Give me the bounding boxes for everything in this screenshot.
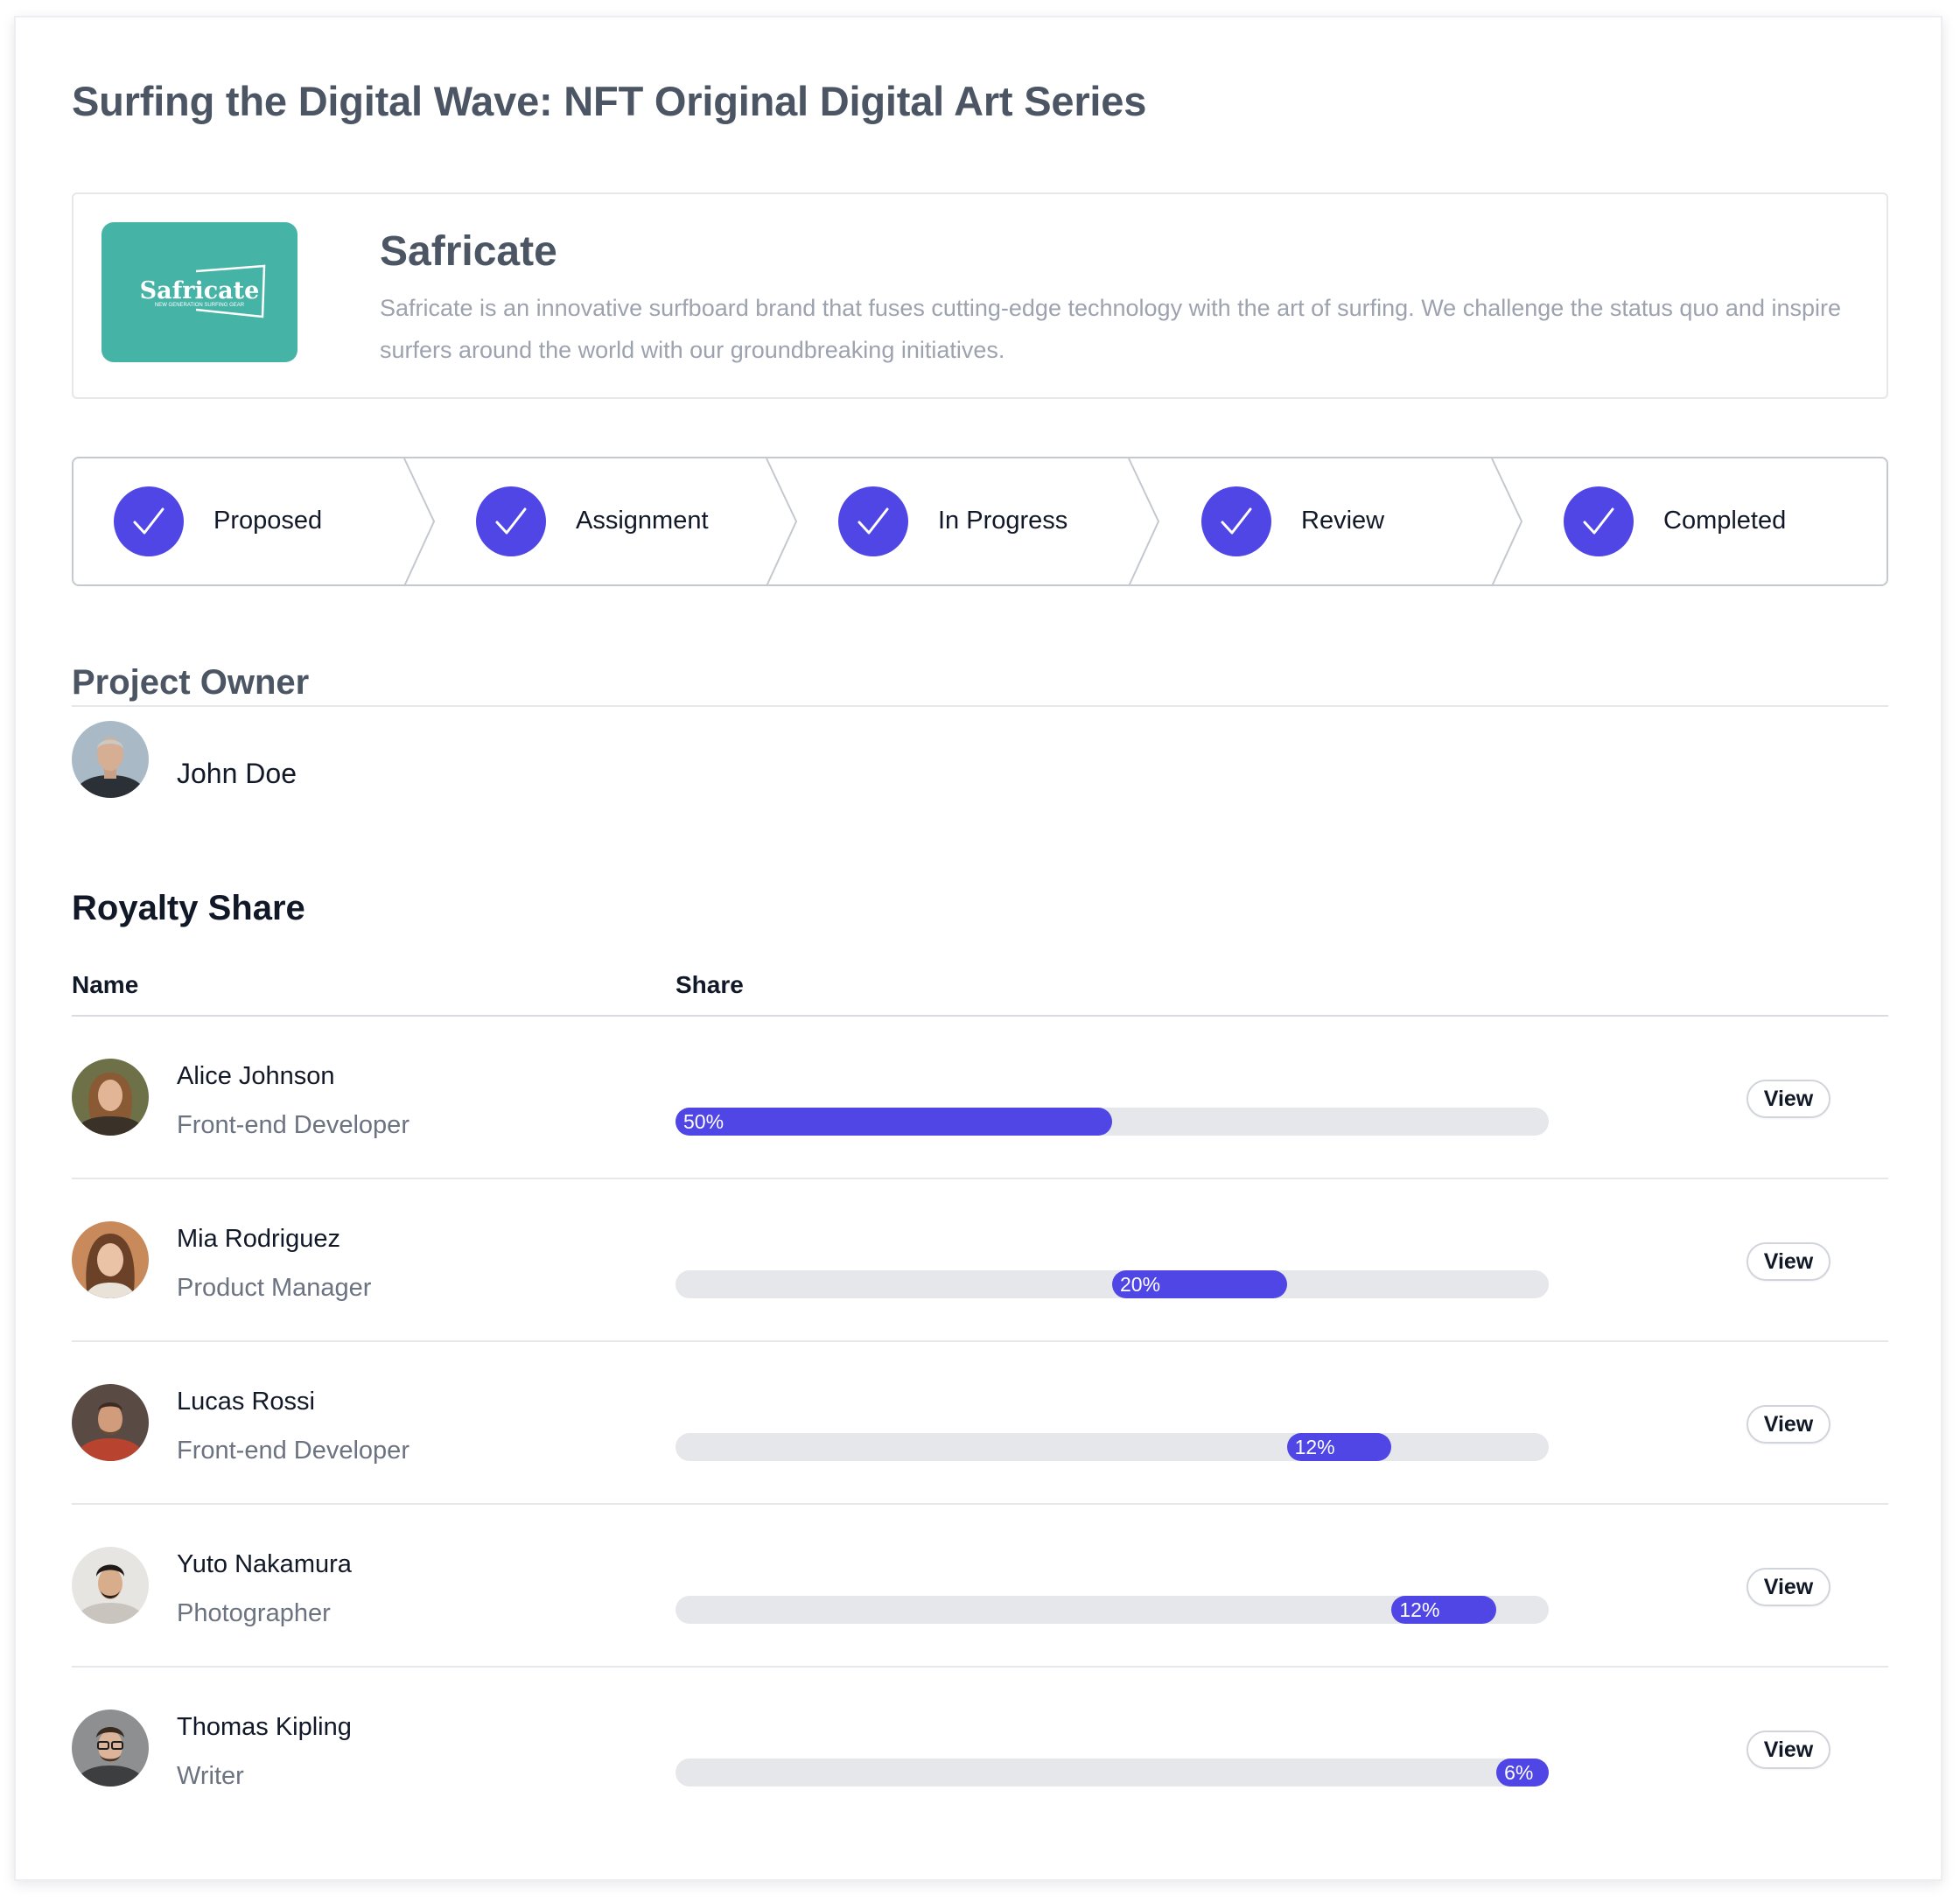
brand-logo-graphic: Safricate NEW GENERATION SURFING GEAR <box>140 264 266 318</box>
divider <box>72 1503 1888 1505</box>
check-icon <box>838 486 908 556</box>
divider <box>72 1178 1888 1179</box>
column-header-name: Name <box>72 971 139 998</box>
column-header-share: Share <box>676 971 744 998</box>
person-role: Front-end Developer <box>177 1437 410 1465</box>
brand-logo-text: Safricate <box>140 277 260 304</box>
brand-logo-tagline: NEW GENERATION SURFING GEAR <box>155 303 245 308</box>
avatar <box>72 1221 149 1298</box>
brand-card: Safricate NEW GENERATION SURFING GEAR Sa… <box>72 192 1888 399</box>
step-proposed[interactable]: Proposed <box>74 458 406 584</box>
share-fill: 50% <box>676 1108 1112 1136</box>
share-fill: 20% <box>1112 1270 1287 1298</box>
divider <box>72 1340 1888 1342</box>
person-role: Front-end Developer <box>177 1111 410 1139</box>
share-fill: 12% <box>1286 1433 1392 1461</box>
view-button[interactable]: View <box>1746 1080 1830 1118</box>
page-title: Surfing the Digital Wave: NFT Original D… <box>72 78 1147 124</box>
owner-name: John Doe <box>177 758 297 789</box>
project-owner-heading: Project Owner <box>72 663 310 702</box>
share-bar: 6% <box>676 1759 1549 1787</box>
share-bar: 50% <box>676 1108 1549 1136</box>
check-icon <box>1201 486 1271 556</box>
brand-name: Safricate <box>380 228 557 275</box>
divider <box>72 1015 1888 1017</box>
person-name: Yuto Nakamura <box>177 1550 352 1578</box>
stepper-separators <box>403 458 1523 587</box>
view-button[interactable]: View <box>1746 1405 1830 1444</box>
step-label: In Progress <box>938 507 1068 535</box>
step-assignment[interactable]: Assignment <box>436 458 768 584</box>
avatar <box>72 1059 149 1136</box>
step-label: Assignment <box>576 507 709 535</box>
avatar <box>72 1710 149 1787</box>
share-fill: 6% <box>1496 1759 1549 1787</box>
view-button[interactable]: View <box>1746 1242 1830 1281</box>
table-row: Mia Rodriguez Product Manager 20% View <box>72 1179 1888 1342</box>
step-in-progress[interactable]: In Progress <box>798 458 1130 584</box>
owner-avatar <box>72 721 149 798</box>
step-review[interactable]: Review <box>1161 458 1494 584</box>
divider <box>72 1666 1888 1668</box>
brand-description: Safricate is an innovative surfboard bra… <box>380 295 1842 363</box>
view-button[interactable]: View <box>1746 1731 1830 1769</box>
step-label: Completed <box>1663 507 1787 535</box>
share-bar: 12% <box>676 1596 1549 1624</box>
share-bar: 20% <box>676 1270 1549 1298</box>
avatar <box>72 1547 149 1624</box>
step-label: Review <box>1301 507 1385 535</box>
table-row: Alice Johnson Front-end Developer 50% Vi… <box>72 1017 1888 1179</box>
view-button[interactable]: View <box>1746 1568 1830 1606</box>
avatar <box>72 1384 149 1461</box>
table-row: Yuto Nakamura Photographer 12% View <box>72 1505 1888 1668</box>
person-name: Mia Rodriguez <box>177 1225 340 1253</box>
brand-logo: Safricate NEW GENERATION SURFING GEAR <box>102 222 298 362</box>
person-name: Lucas Rossi <box>177 1388 315 1416</box>
share-bar: 12% <box>676 1433 1549 1461</box>
person-name: Alice Johnson <box>177 1062 335 1090</box>
person-role: Writer <box>177 1762 244 1790</box>
progress-stepper: Proposed Assignment In Progress Review <box>72 457 1888 587</box>
step-label: Proposed <box>214 507 323 535</box>
project-card: Surfing the Digital Wave: NFT Original D… <box>14 16 1942 1881</box>
share-fill: 12% <box>1391 1596 1497 1624</box>
check-icon <box>476 486 546 556</box>
divider <box>72 705 1888 707</box>
person-name: Thomas Kipling <box>177 1713 352 1741</box>
royalty-share-heading: Royalty Share <box>72 889 305 927</box>
step-completed[interactable]: Completed <box>1523 458 1856 584</box>
table-row: Thomas Kipling Writer 6% View <box>72 1668 1888 1830</box>
check-icon <box>1564 486 1634 556</box>
person-role: Photographer <box>177 1599 331 1627</box>
table-row: Lucas Rossi Front-end Developer 12% View <box>72 1342 1888 1505</box>
check-icon <box>114 486 184 556</box>
person-role: Product Manager <box>177 1274 372 1302</box>
